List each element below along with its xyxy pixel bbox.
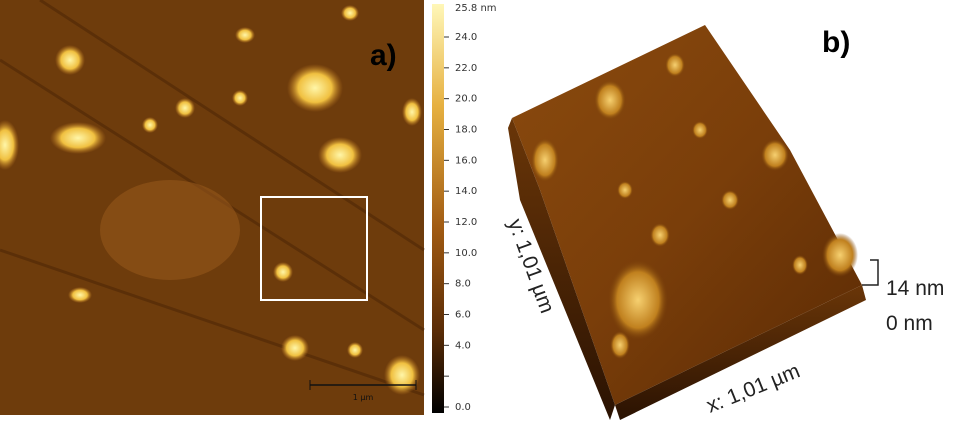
colorbar-tick-label: 18.0 (455, 125, 477, 136)
colorbar-tick-label: 4.0 (455, 340, 471, 351)
colorbar-tick-label: 24.0 (455, 32, 477, 43)
colorbar-tick-label: 14.0 (455, 186, 477, 197)
colorbar-tick-label: 10.0 (455, 248, 477, 259)
colorbar-tick-label: 0.0 (455, 402, 471, 413)
z-bottom-label: 0 nm (886, 312, 933, 335)
z-top-label: 14 nm (886, 277, 944, 300)
colorbar-tick-label: 12.0 (455, 217, 477, 228)
colorbar-max: 25.8 nm (455, 3, 497, 14)
colorbar-tick-label: 20.0 (455, 94, 477, 105)
colorbar-tick-label: 6.0 (455, 310, 471, 321)
colorbar-tick-label: 8.0 (455, 279, 471, 290)
panel-label: a) (370, 39, 397, 72)
colorbar-tick-label: 22.0 (455, 63, 477, 74)
colorbar-tick-label: 16.0 (455, 155, 477, 166)
colorbar (432, 4, 444, 413)
scale-bar-label: 1 µm (353, 393, 374, 402)
afm-image: 1 µm a) (0, 0, 425, 415)
panel-label: b) (822, 26, 850, 59)
surface-3d: b) 14 nm 0 nm x: 1,01 µm y: 1,01 µm (503, 25, 944, 420)
